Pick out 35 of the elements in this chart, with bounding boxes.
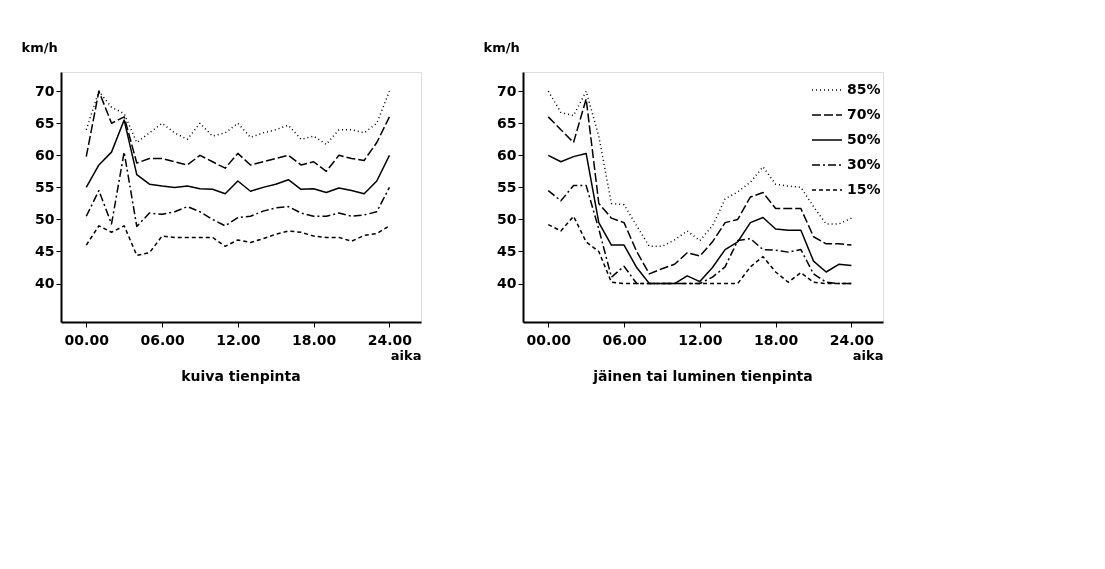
text: jäinen tai luminen tienpinta [592, 368, 813, 384]
x-tick-label: 00.00 [64, 331, 110, 348]
x-tick-label: 12.00 [678, 331, 723, 348]
y-tick-label: 45 [497, 242, 517, 259]
y-tick-label: 50 [497, 210, 517, 227]
y-tick-label: 70 [35, 82, 55, 99]
x-axis-title: aika [852, 347, 884, 363]
x-tick-label: 06.00 [602, 331, 647, 348]
legend-label: 50% [847, 131, 881, 147]
y-tick-label: 40 [35, 275, 55, 292]
x-tick-label: 24.00 [829, 331, 875, 348]
legend-label: 30% [847, 156, 881, 172]
y-tick-label: 45 [35, 242, 55, 259]
x-axis-title: aika [390, 347, 422, 363]
x-tick-label: 24.00 [367, 331, 413, 348]
y-tick-label: 60 [497, 146, 517, 163]
y-axis-title: km/h [21, 39, 58, 55]
y-tick-label: 65 [497, 114, 517, 131]
legend-label: 70% [847, 106, 881, 122]
x-tick-label: 06.00 [140, 331, 185, 348]
legend-label: 15% [847, 181, 881, 197]
y-axis-title: km/h [483, 39, 520, 55]
text: kuiva tienpinta [181, 368, 301, 384]
x-tick-label: 18.00 [753, 331, 799, 348]
legend-label: 85% [847, 81, 881, 97]
y-tick-label: 60 [35, 146, 55, 163]
y-tick-label: 55 [35, 178, 55, 195]
y-tick-label: 40 [497, 275, 517, 292]
y-tick-label: 50 [35, 210, 55, 227]
x-tick-label: 18.00 [291, 331, 337, 348]
y-tick-label: 70 [497, 82, 517, 99]
x-tick-label: 12.00 [216, 331, 261, 348]
y-tick-label: 55 [497, 178, 517, 195]
y-tick-label: 65 [35, 114, 55, 131]
x-tick-label: 00.00 [526, 331, 572, 348]
